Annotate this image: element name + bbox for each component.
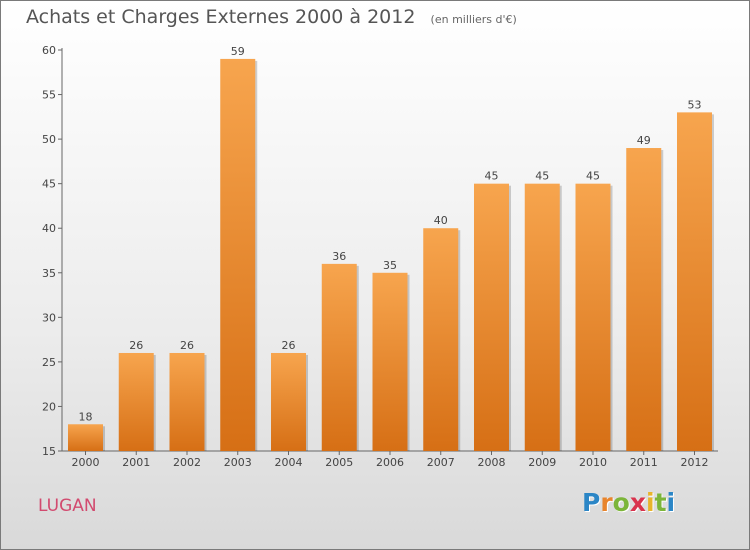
y-tick-label: 30 — [42, 311, 56, 324]
y-tick-label: 15 — [42, 445, 56, 458]
chart-subtitle: (en milliers d'€) — [430, 13, 517, 26]
y-tick-label: 20 — [42, 400, 56, 413]
bar — [423, 228, 459, 451]
data-label: 36 — [332, 250, 346, 263]
y-tick-label: 55 — [42, 89, 56, 102]
bar — [677, 112, 712, 451]
x-tick-label: 2010 — [579, 456, 607, 469]
commune-name: LUGAN — [38, 496, 97, 516]
x-tick-label: 2004 — [275, 456, 303, 469]
chart-title-block: Achats et Charges Externes 2000 à 2012 (… — [26, 6, 517, 28]
logo-letter: i — [646, 488, 655, 517]
data-label: 45 — [535, 170, 549, 183]
bar — [118, 352, 154, 451]
data-label: 45 — [586, 170, 600, 183]
data-label: 40 — [434, 214, 448, 227]
chart-title: Achats et Charges Externes 2000 à 2012 — [26, 6, 416, 28]
x-tick-label: 2002 — [173, 456, 201, 469]
bar — [575, 183, 611, 451]
data-label: 26 — [129, 339, 143, 352]
y-tick-label: 60 — [42, 44, 56, 57]
bar — [169, 352, 205, 451]
x-tick-label: 2005 — [325, 456, 353, 469]
bar — [68, 424, 103, 451]
data-label: 49 — [637, 134, 651, 147]
x-tick-label: 2007 — [427, 456, 455, 469]
x-tick-label: 2000 — [72, 456, 100, 469]
logo-letter: x — [629, 488, 646, 517]
x-tick-label: 2003 — [224, 456, 252, 469]
proxiti-logo[interactable]: Proxiti — [582, 488, 675, 517]
bar — [626, 148, 662, 451]
y-axis: 15 20 25 30 35 40 45 50 55 60 — [42, 44, 63, 458]
bar — [524, 183, 560, 451]
data-label: 26 — [180, 339, 194, 352]
bar — [271, 352, 306, 451]
x-tick-label: 2008 — [478, 456, 506, 469]
data-label: 18 — [79, 410, 93, 423]
logo-letter: o — [612, 488, 630, 517]
bar — [321, 263, 357, 451]
x-tick-label: 2011 — [630, 456, 658, 469]
x-tick-label: 2012 — [681, 456, 709, 469]
bars: 18 26 26 59 26 36 35 40 45 45 45 49 53 — [68, 45, 714, 452]
bar — [220, 58, 256, 452]
data-label: 53 — [688, 98, 702, 111]
logo-letter: t — [654, 488, 667, 517]
data-label: 26 — [282, 339, 296, 352]
logo-letter: P — [582, 488, 601, 517]
bar — [474, 183, 509, 451]
x-tick-label: 2009 — [528, 456, 556, 469]
logo-letter: i — [666, 488, 676, 517]
y-tick-label: 35 — [42, 267, 56, 280]
y-tick-label: 50 — [42, 133, 56, 146]
x-tick-label: 2001 — [122, 456, 150, 469]
data-label: 35 — [383, 259, 397, 272]
logo-letter: r — [600, 488, 613, 517]
y-tick-label: 25 — [42, 356, 56, 369]
y-tick-label: 40 — [42, 222, 56, 235]
data-label: 45 — [485, 170, 499, 183]
x-tick-label: 2006 — [376, 456, 404, 469]
bar — [372, 272, 408, 451]
data-label: 59 — [231, 45, 245, 58]
x-axis: 2000 2001 2002 2003 2004 2005 2006 2007 2008 2009… — [62, 450, 718, 469]
y-tick-label: 45 — [42, 178, 56, 191]
